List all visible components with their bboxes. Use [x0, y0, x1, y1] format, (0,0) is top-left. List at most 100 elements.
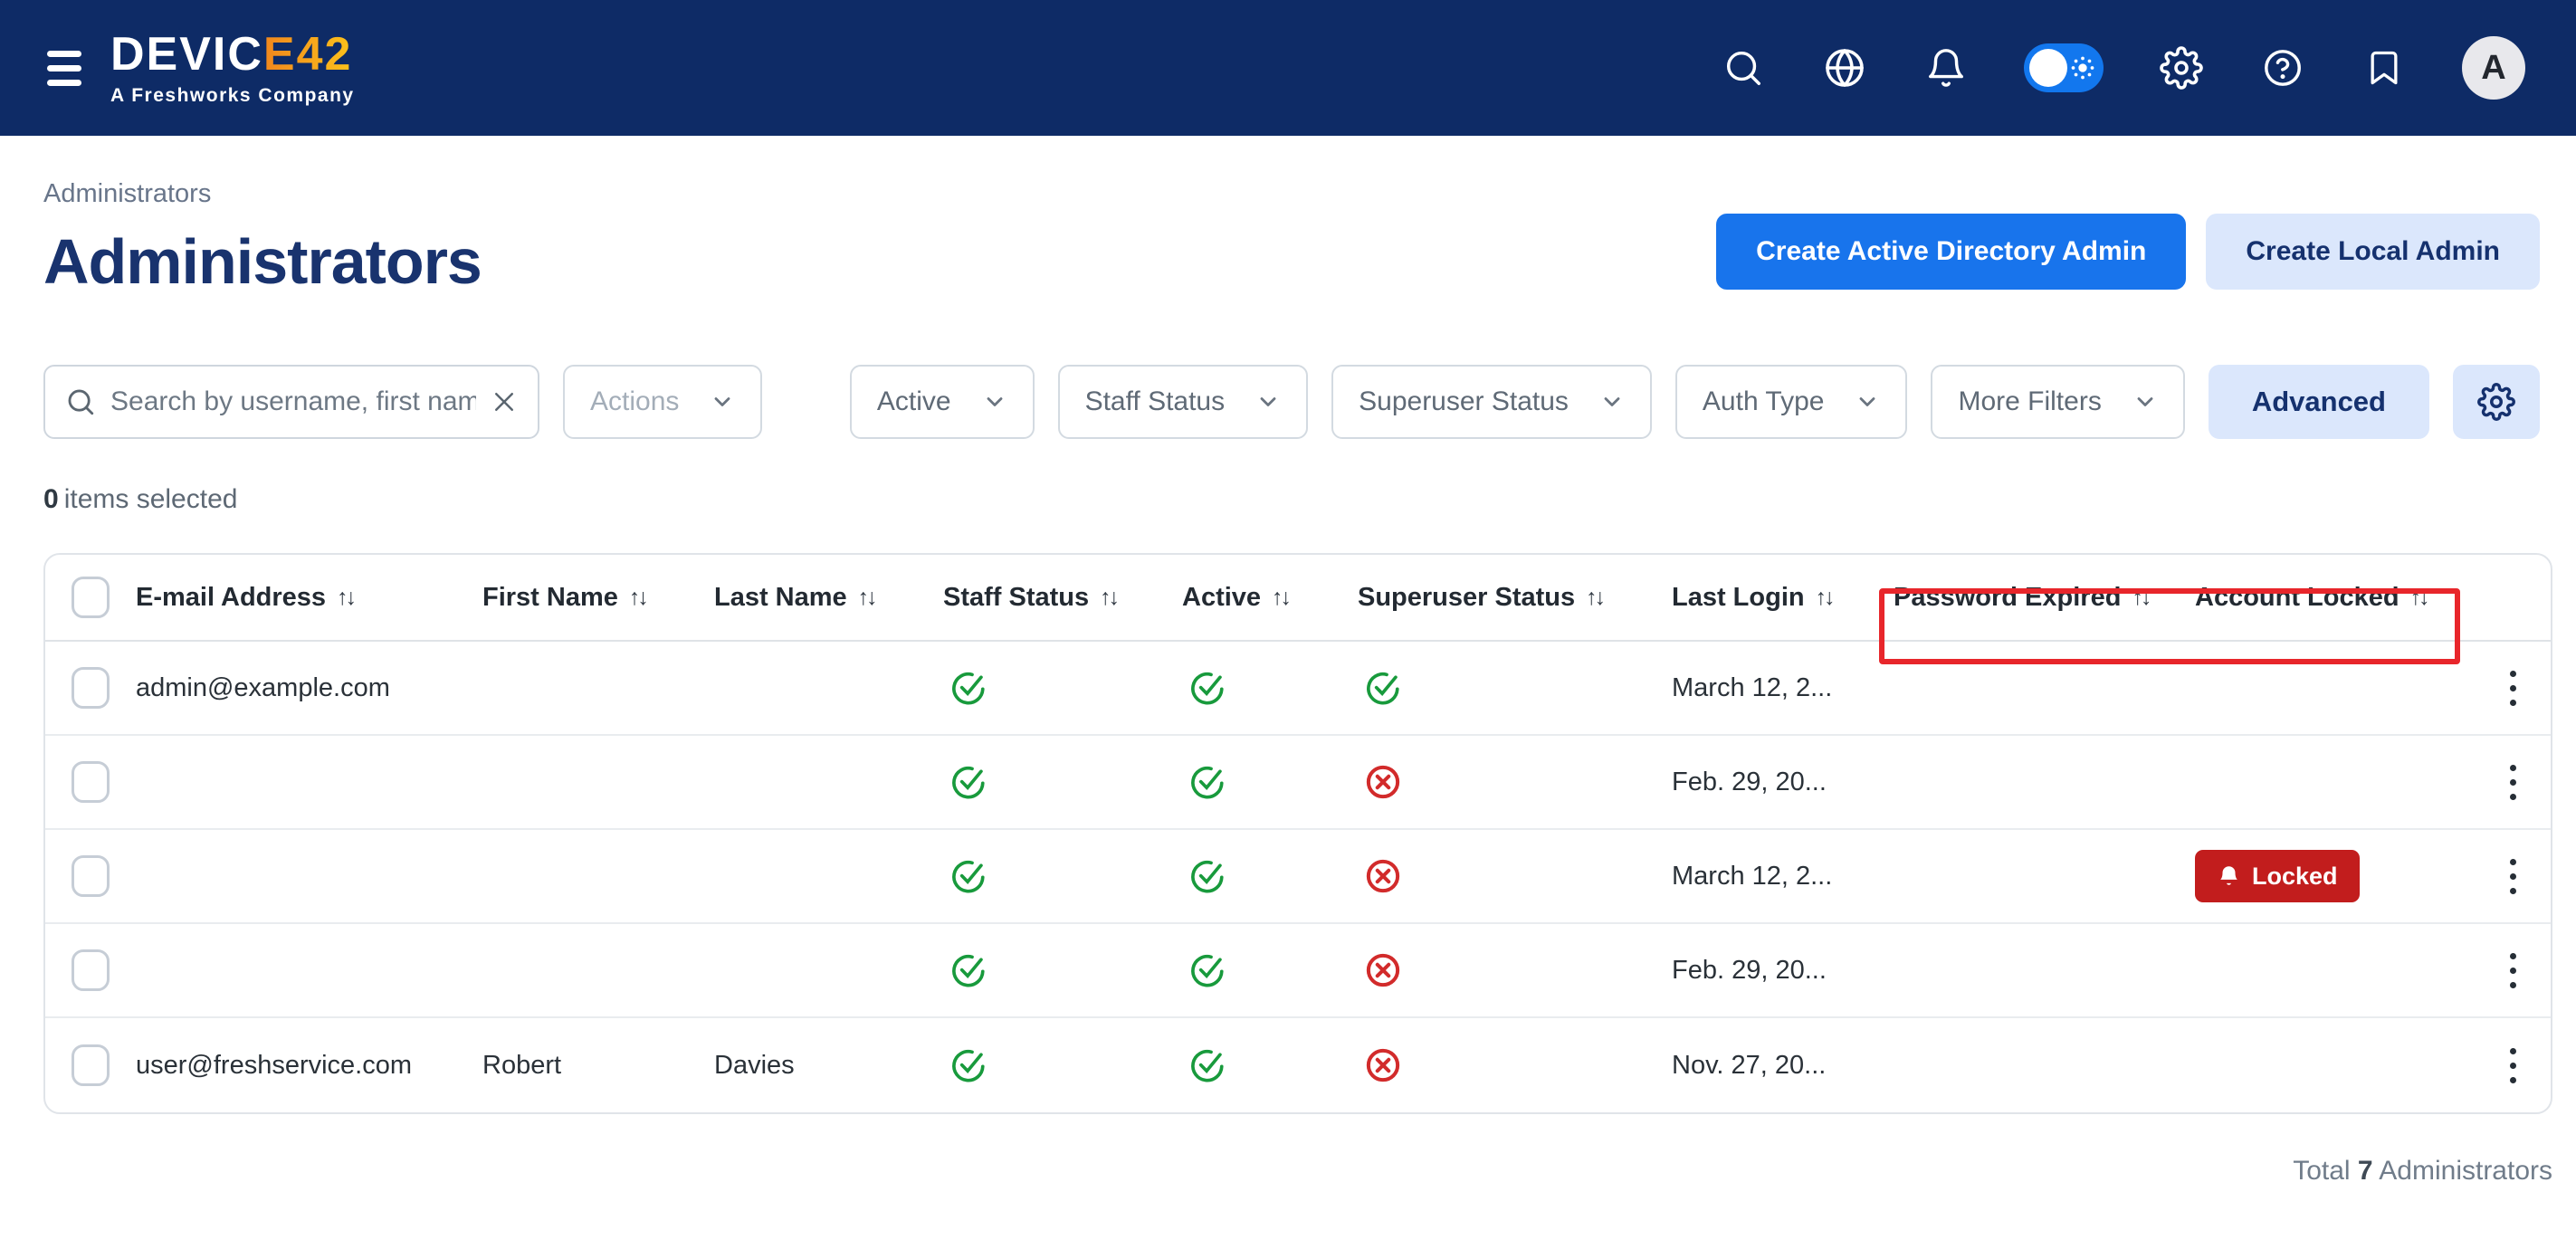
check-circle-icon — [1363, 668, 1403, 708]
table-header-row: E-mail Address↑↓ First Name↑↓ Last Name↑… — [45, 555, 2551, 642]
column-header-account-locked[interactable]: Account Locked↑↓ — [2195, 583, 2471, 613]
navbar-actions: A — [1720, 36, 2525, 100]
chevron-down-icon — [1855, 389, 1880, 415]
toggle-knob — [2029, 49, 2067, 87]
check-circle-icon — [949, 950, 988, 990]
row-checkbox[interactable] — [72, 855, 110, 897]
x-circle-icon — [1363, 856, 1403, 896]
table-total: Total 7 Administrators — [43, 1156, 2552, 1187]
filter-superuser-status-dropdown[interactable]: Superuser Status — [1331, 365, 1652, 439]
column-header-password-expired[interactable]: Password Expired↑↓ — [1894, 583, 2195, 613]
row-menu-kebab-icon[interactable] — [2471, 662, 2552, 715]
device42-logo[interactable]: DEVICE42 A Freshworks Company — [110, 31, 355, 105]
page-title: Administrators — [43, 225, 482, 298]
x-circle-icon — [1363, 1045, 1403, 1085]
logo-text: DEVICE42 — [110, 31, 355, 78]
column-header-email[interactable]: E-mail Address↑↓ — [136, 583, 482, 613]
gear-icon — [2477, 383, 2515, 421]
table-settings-button[interactable] — [2453, 365, 2540, 439]
row-checkbox[interactable] — [72, 949, 110, 991]
sort-icon[interactable]: ↑↓ — [337, 585, 354, 611]
column-header-staff-status[interactable]: Staff Status↑↓ — [943, 583, 1182, 613]
select-all-checkbox[interactable] — [72, 577, 110, 618]
filter-auth-type-dropdown[interactable]: Auth Type — [1675, 365, 1908, 439]
globe-icon[interactable] — [1821, 44, 1868, 91]
row-menu-kebab-icon[interactable] — [2471, 944, 2552, 997]
email-cell: admin@example.com — [136, 673, 482, 703]
notifications-bell-icon[interactable] — [1922, 44, 1970, 91]
chevron-down-icon — [2132, 389, 2158, 415]
row-checkbox[interactable] — [72, 761, 110, 803]
sun-icon — [2070, 55, 2095, 81]
email-cell: user@freshservice.com — [136, 1051, 482, 1081]
sort-icon[interactable]: ↑↓ — [1272, 585, 1289, 611]
chevron-down-icon — [710, 389, 735, 415]
check-circle-icon — [1188, 950, 1227, 990]
sort-icon[interactable]: ↑↓ — [1586, 585, 1603, 611]
hamburger-menu-icon[interactable] — [47, 51, 81, 86]
logo-tagline: A Freshworks Company — [110, 86, 355, 105]
clear-search-icon[interactable] — [491, 388, 518, 415]
column-header-active[interactable]: Active↑↓ — [1182, 583, 1358, 613]
check-circle-icon — [1188, 762, 1227, 802]
alarm-bell-icon — [2217, 864, 2241, 889]
search-input[interactable] — [110, 386, 476, 417]
page-header: Administrators Administrators Create Act… — [43, 136, 2540, 298]
last-login-cell: March 12, 2... — [1672, 673, 1894, 703]
last-login-cell: Feb. 29, 20... — [1672, 956, 1894, 986]
column-header-first-name[interactable]: First Name↑↓ — [482, 583, 714, 613]
top-navbar: DEVICE42 A Freshworks Company A — [0, 0, 2576, 136]
administrators-table: E-mail Address↑↓ First Name↑↓ Last Name↑… — [43, 553, 2552, 1114]
last-name-cell: Davies — [714, 1051, 943, 1081]
row-menu-kebab-icon[interactable] — [2471, 1039, 2552, 1092]
user-avatar[interactable]: A — [2462, 36, 2525, 100]
search-icon[interactable] — [1720, 44, 1767, 91]
column-header-last-name[interactable]: Last Name↑↓ — [714, 583, 943, 613]
column-header-last-login[interactable]: Last Login↑↓ — [1672, 583, 1894, 613]
chevron-down-icon — [1255, 389, 1281, 415]
bookmark-icon[interactable] — [2361, 44, 2408, 91]
row-checkbox[interactable] — [72, 1044, 110, 1086]
check-circle-icon — [949, 1045, 988, 1085]
search-icon — [65, 386, 96, 417]
actions-dropdown[interactable]: Actions — [563, 365, 762, 439]
sort-icon[interactable]: ↑↓ — [629, 585, 646, 611]
chevron-down-icon — [1599, 389, 1625, 415]
sort-icon[interactable]: ↑↓ — [2132, 585, 2149, 611]
filter-staff-status-dropdown[interactable]: Staff Status — [1058, 365, 1309, 439]
help-icon[interactable] — [2259, 44, 2306, 91]
table-row: March 12, 2... Locked — [45, 830, 2551, 924]
check-circle-icon — [1188, 856, 1227, 896]
table-row: Feb. 29, 20... — [45, 924, 2551, 1018]
advanced-filter-button[interactable]: Advanced — [2209, 365, 2429, 439]
breadcrumb[interactable]: Administrators — [43, 179, 482, 209]
first-name-cell: Robert — [482, 1051, 714, 1081]
table-row: user@freshservice.com Robert Davies Nov.… — [45, 1018, 2551, 1112]
sort-icon[interactable]: ↑↓ — [1816, 585, 1833, 611]
filter-more-filters-dropdown[interactable]: More Filters — [1931, 365, 2184, 439]
row-menu-kebab-icon[interactable] — [2471, 850, 2552, 903]
row-checkbox[interactable] — [72, 667, 110, 709]
search-box[interactable] — [43, 365, 539, 439]
table-row: Feb. 29, 20... — [45, 736, 2551, 830]
create-active-directory-admin-button[interactable]: Create Active Directory Admin — [1716, 214, 2186, 290]
column-header-superuser-status[interactable]: Superuser Status↑↓ — [1358, 583, 1672, 613]
create-local-admin-button[interactable]: Create Local Admin — [2206, 214, 2540, 290]
table-row: admin@example.com March 12, 2... — [45, 642, 2551, 736]
settings-gear-icon[interactable] — [2158, 44, 2205, 91]
theme-toggle[interactable] — [2024, 43, 2104, 92]
sort-icon[interactable]: ↑↓ — [2410, 585, 2428, 611]
toolbar: Actions Active Staff Status Superuser St… — [43, 365, 2540, 439]
sort-icon[interactable]: ↑↓ — [858, 585, 875, 611]
filter-active-dropdown[interactable]: Active — [850, 365, 1035, 439]
main-content: Administrators Administrators Create Act… — [0, 136, 2576, 1187]
x-circle-icon — [1363, 762, 1403, 802]
sort-icon[interactable]: ↑↓ — [1100, 585, 1117, 611]
row-menu-kebab-icon[interactable] — [2471, 756, 2552, 809]
x-circle-icon — [1363, 950, 1403, 990]
last-login-cell: March 12, 2... — [1672, 862, 1894, 891]
account-locked-badge: Locked — [2195, 850, 2360, 902]
chevron-down-icon — [982, 389, 1007, 415]
check-circle-icon — [949, 668, 988, 708]
filter-group: Active Staff Status Superuser Status Aut… — [850, 365, 2540, 439]
